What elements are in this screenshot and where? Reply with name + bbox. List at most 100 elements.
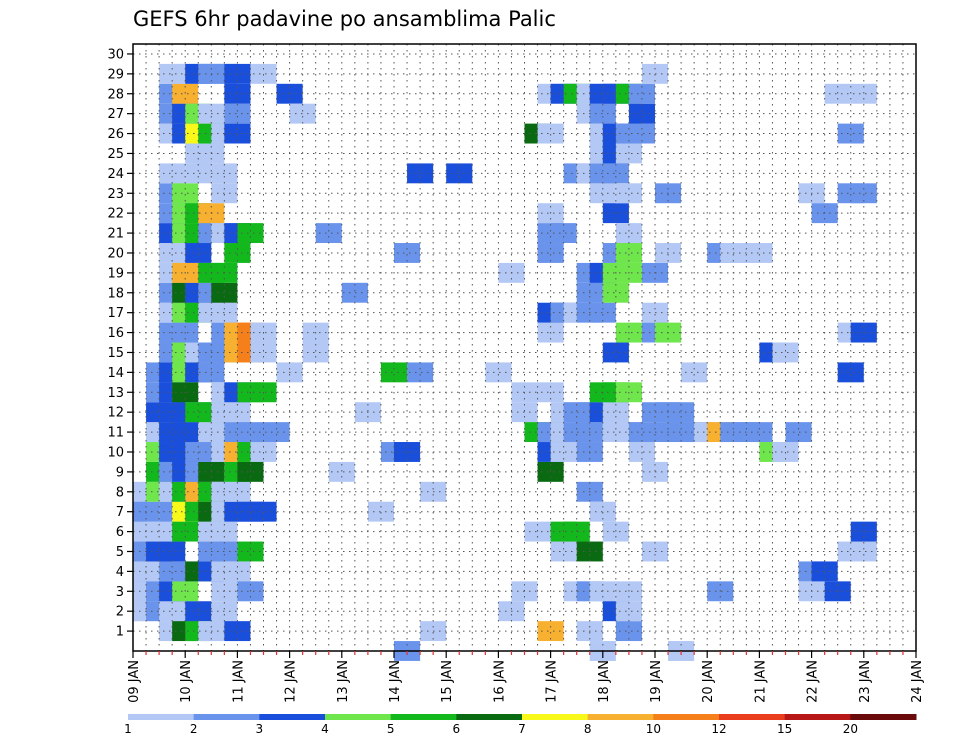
y-tick-label: 8: [116, 485, 124, 500]
heatmap-cell: [289, 103, 316, 124]
chart-title: GEFS 6hr padavine po ansamblima Palic: [133, 7, 556, 31]
color-legend: 1 2 3 4 5 6 7 8 10 12 15 20: [124, 714, 917, 736]
y-tick-label: 18: [107, 286, 124, 301]
heatmap-cell: [224, 103, 251, 124]
heatmap-cell: [589, 501, 616, 522]
heatmap-cell: [485, 362, 512, 383]
y-tick-label: 15: [107, 346, 124, 361]
heatmap-cell: [394, 442, 421, 462]
heatmap-cell: [589, 302, 616, 323]
heatmap-cell: [237, 461, 264, 482]
heatmap-cell: [172, 183, 199, 204]
heatmap-cell: [224, 561, 251, 582]
heatmap-cell: [615, 183, 642, 204]
y-tick-label: 29: [107, 67, 124, 82]
y-tick-label: 22: [107, 207, 124, 222]
y-tick-label: 14: [107, 366, 124, 381]
y-tick-label: 3: [116, 585, 124, 600]
legend-swatch: [784, 714, 851, 720]
heatmap-cell: [394, 243, 421, 263]
legend-swatch: [325, 714, 392, 720]
heatmap-cell: [237, 422, 264, 443]
y-tick-label: 21: [107, 227, 124, 242]
x-tick-label: 15 JAN: [440, 660, 455, 703]
legend-label: 5: [387, 722, 395, 736]
heatmap-cell: [185, 601, 212, 622]
heatmap-cell: [563, 521, 590, 542]
heatmap-cell: [850, 521, 877, 542]
heatmap-cell: [446, 163, 473, 184]
heatmap-cell: [746, 422, 773, 443]
legend-swatch: [653, 714, 720, 720]
heatmap-cell: [537, 621, 564, 642]
y-tick-label: 23: [107, 187, 124, 202]
heatmap-cell: [772, 442, 799, 462]
heatmap-cell: [250, 342, 277, 363]
y-tick-label: 9: [116, 465, 124, 480]
heatmap-cell: [628, 103, 655, 124]
legend-swatch: [587, 714, 654, 720]
heatmap-cell: [250, 63, 277, 84]
heatmap-cell: [615, 621, 642, 642]
heatmap-cell: [785, 422, 812, 443]
heatmap-cell: [172, 422, 199, 443]
heatmap-cell: [628, 83, 655, 104]
y-tick-label: 25: [107, 147, 124, 162]
x-tick-label: 22 JAN: [806, 660, 821, 703]
y-tick-label: 17: [107, 306, 124, 321]
y-tick-label: 16: [107, 326, 124, 341]
legend-label: 2: [190, 722, 198, 736]
y-tick-label: 1: [116, 625, 124, 640]
heatmap-cell: [850, 183, 877, 204]
heatmap-cell: [380, 362, 408, 383]
legend-swatch: [259, 714, 326, 720]
legend-label: 3: [256, 722, 264, 736]
heatmap-cell: [185, 163, 212, 184]
x-tick-label: 19 JAN: [649, 660, 664, 703]
x-tick-label: 10 JAN: [179, 660, 194, 703]
heatmap-cell: [172, 521, 199, 542]
legend-label: 10: [646, 722, 661, 736]
x-tick-label: 12 JAN: [284, 660, 299, 703]
heatmap-cells: [133, 63, 877, 661]
heatmap-cell: [589, 103, 616, 124]
x-tick-label: 18 JAN: [597, 660, 612, 703]
y-tick-label: 26: [107, 127, 124, 142]
x-tick-label: 09 JAN: [127, 660, 142, 703]
y-tick-label: 12: [107, 406, 124, 421]
heatmap-cell: [224, 621, 251, 642]
heatmap-cell: [224, 123, 251, 144]
y-tick-label: 19: [107, 266, 124, 281]
heatmap-cell: [407, 163, 434, 184]
x-tick-label: 24 JAN: [910, 660, 925, 703]
heatmap-cell: [302, 342, 329, 363]
legend-label: 8: [584, 722, 592, 736]
heatmap-cell: [159, 541, 186, 562]
heatmap-cell: [250, 501, 277, 522]
y-tick-label: 13: [107, 386, 124, 401]
x-tick-label: 14 JAN: [388, 660, 403, 703]
y-tick-label: 6: [116, 525, 124, 540]
y-tick-label: 10: [107, 445, 124, 460]
heatmap-cell: [524, 521, 551, 542]
heatmap-cell: [602, 342, 629, 363]
legend-label: 12: [711, 722, 726, 736]
heatmap-cell: [550, 541, 577, 562]
x-tick-label: 21 JAN: [753, 660, 768, 703]
x-tick-label: 13 JAN: [336, 660, 351, 703]
heatmap-cell: [824, 83, 851, 104]
heatmap-cell: [159, 601, 186, 622]
y-tick-label: 5: [116, 545, 124, 560]
legend-swatch: [522, 714, 589, 720]
heatmap-cell: [628, 123, 655, 144]
legend-swatch: [390, 714, 457, 720]
heatmap-cell: [628, 442, 655, 462]
heatmap-cell: [237, 223, 264, 244]
heatmap-cell: [850, 541, 877, 562]
legend-swatch: [193, 714, 260, 720]
heatmap-cell: [550, 223, 577, 244]
heatmap-cell: [328, 461, 355, 482]
heatmap-cell: [537, 123, 564, 144]
heatmap-cell: [224, 481, 251, 502]
